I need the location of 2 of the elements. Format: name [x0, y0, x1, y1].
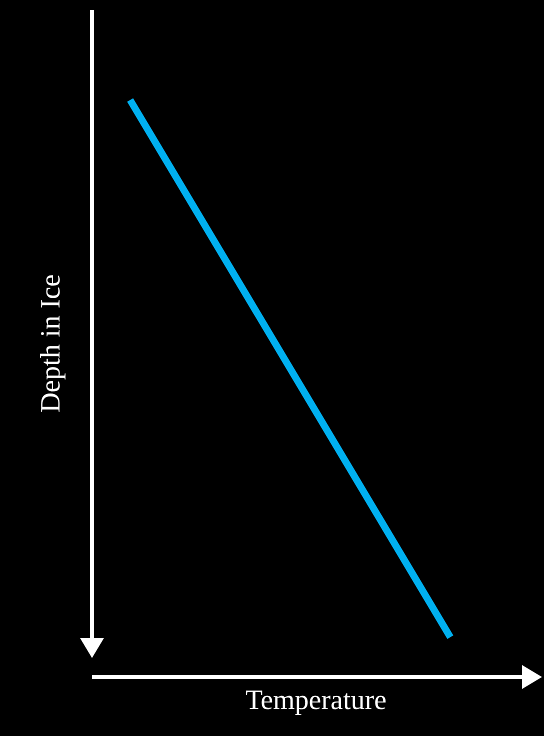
x-axis-title: Temperature: [245, 685, 387, 716]
y-axis-title: Depth in Ice: [36, 274, 67, 413]
